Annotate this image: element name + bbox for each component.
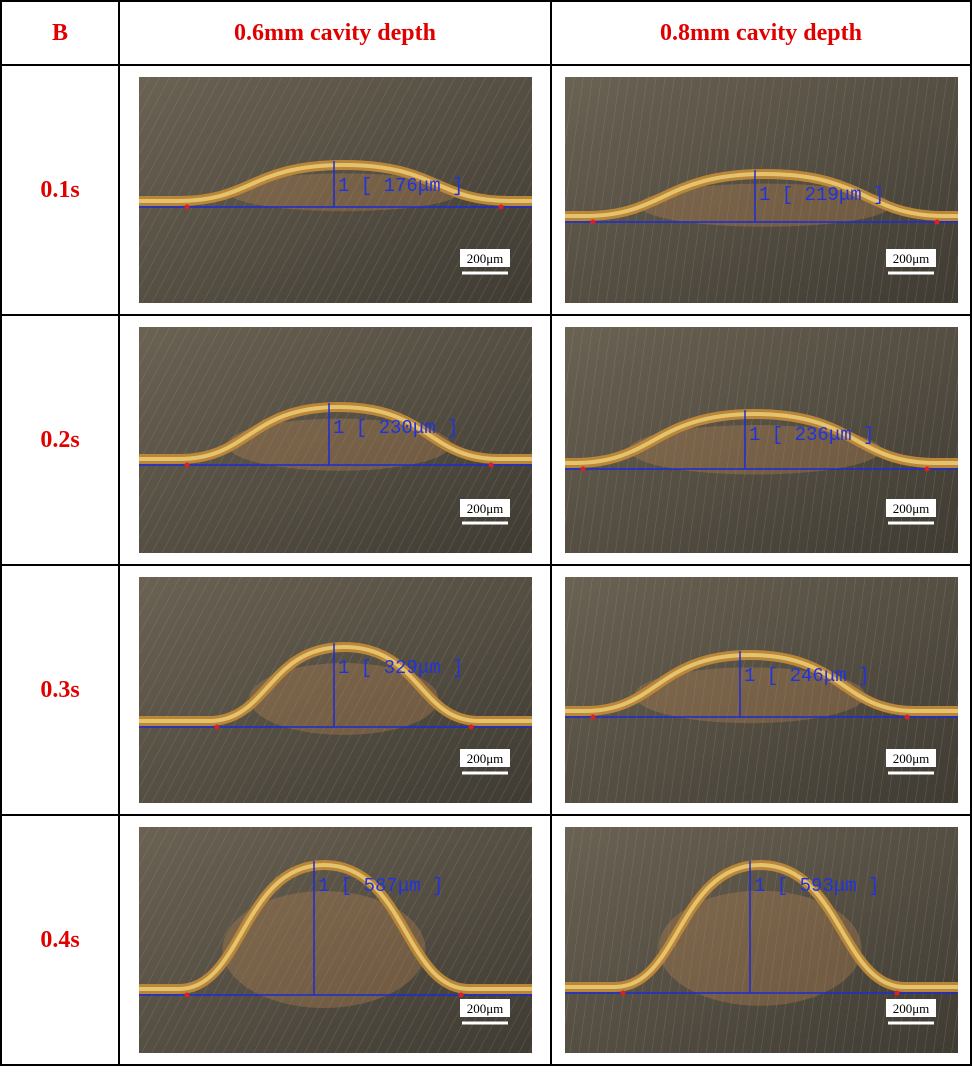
micrograph: 1 [ 230μm ] 200μm: [138, 327, 532, 553]
scale-label: 200μm: [466, 251, 503, 266]
coating-highlight: [564, 411, 958, 465]
point: [620, 990, 625, 996]
table-body: 0.1s 1 [ 176μm ] 200μm 1 [ 219μm ] 200μm 0.2s…: [0, 64, 972, 1066]
image-cell: 1 [ 593μm ] 200μm: [550, 814, 972, 1066]
scale-box: [885, 499, 936, 517]
glow: [658, 890, 861, 1006]
scale-label: 200μm: [892, 1001, 929, 1016]
point: [488, 462, 493, 468]
table-row: 0.4s 1 [ 587μm ] 200μm 1 [ 593μm ] 200μm: [0, 814, 972, 1066]
glow: [226, 418, 451, 471]
image-cell: 1 [ 219μm ] 200μm: [550, 64, 972, 316]
scale-box: [459, 999, 510, 1017]
measurement: 1 [ 219μm ]: [759, 184, 884, 206]
coating-highlight: [138, 862, 532, 991]
glow: [222, 891, 425, 1008]
image-cell: 1 [ 329μm ] 200μm: [118, 564, 552, 816]
scale-label: 200μm: [892, 501, 929, 516]
header-row: B 0.6mm cavity depth 0.8mm cavity depth: [0, 0, 972, 66]
point: [458, 992, 463, 998]
row-label: 0.2s: [0, 314, 120, 566]
coating-highlight: [564, 862, 958, 989]
image-cell: 1 [ 230μm ] 200μm: [118, 314, 552, 566]
point: [904, 714, 909, 720]
scale-label: 200μm: [466, 751, 503, 766]
micrograph: 1 [ 329μm ] 200μm: [138, 577, 532, 803]
coating-highlight: [138, 404, 532, 461]
coating-highlight: [138, 644, 532, 723]
image-cell: 1 [ 587μm ] 200μm: [118, 814, 552, 1066]
coating-highlight: [564, 652, 958, 713]
table-row: 0.1s 1 [ 176μm ] 200μm 1 [ 219μm ] 200μm: [0, 64, 972, 316]
point: [498, 204, 503, 210]
header-cell: 0.8mm cavity depth: [550, 0, 972, 66]
image-cell: 1 [ 236μm ] 200μm: [550, 314, 972, 566]
scale-box: [459, 499, 510, 517]
image-cell: 1 [ 176μm ] 200μm: [118, 64, 552, 316]
measurement: 1 [ 593μm ]: [754, 875, 879, 897]
micrograph: 1 [ 176μm ] 200μm: [138, 77, 532, 303]
header-cell: 0.6mm cavity depth: [118, 0, 552, 66]
micrograph: 1 [ 587μm ] 200μm: [138, 827, 532, 1053]
glow: [228, 173, 459, 212]
glow: [628, 425, 881, 475]
measurement: 1 [ 236μm ]: [749, 424, 874, 446]
image-cell: 1 [ 246μm ] 200μm: [550, 564, 972, 816]
scale-box: [885, 749, 936, 767]
point: [184, 462, 189, 468]
row-label: 0.1s: [0, 64, 120, 316]
point: [934, 219, 939, 225]
measurement: 1 [ 587μm ]: [318, 875, 443, 897]
point: [468, 724, 473, 730]
scale-box: [885, 999, 936, 1017]
measurement: 1 [ 246μm ]: [744, 665, 869, 687]
glow: [249, 663, 438, 735]
measurement: 1 [ 329μm ]: [338, 657, 463, 679]
point: [590, 219, 595, 225]
point: [184, 204, 189, 210]
measurement: 1 [ 176μm ]: [338, 175, 463, 197]
point: [580, 466, 585, 472]
glow: [638, 183, 891, 227]
micrograph: 1 [ 219μm ] 200μm: [564, 77, 958, 303]
scale-box: [459, 249, 510, 267]
scale-box: [459, 749, 510, 767]
point: [184, 992, 189, 998]
scale-label: 200μm: [892, 251, 929, 266]
micrograph: 1 [ 236μm ] 200μm: [564, 327, 958, 553]
table-row: 0.2s 1 [ 230μm ] 200μm 1 [ 236μm ] 200μm: [0, 314, 972, 566]
point: [590, 714, 595, 720]
scale-label: 200μm: [892, 751, 929, 766]
scale-box: [885, 249, 936, 267]
header-cell: B: [0, 0, 120, 66]
micrograph: 1 [ 246μm ] 200μm: [564, 577, 958, 803]
coating-highlight: [564, 171, 958, 218]
measurement: 1 [ 230μm ]: [333, 417, 458, 439]
glow: [634, 667, 865, 724]
point: [924, 466, 929, 472]
table-row: 0.3s 1 [ 329μm ] 200μm 1 [ 246μm ] 200μm: [0, 564, 972, 816]
coating-highlight: [138, 162, 532, 203]
point: [214, 724, 219, 730]
results-table: B 0.6mm cavity depth 0.8mm cavity depth 0.…: [0, 0, 972, 1066]
row-label: 0.3s: [0, 564, 120, 816]
row-label: 0.4s: [0, 814, 120, 1066]
point: [894, 990, 899, 996]
scale-label: 200μm: [466, 1001, 503, 1016]
scale-label: 200μm: [466, 501, 503, 516]
micrograph: 1 [ 593μm ] 200μm: [564, 827, 958, 1053]
